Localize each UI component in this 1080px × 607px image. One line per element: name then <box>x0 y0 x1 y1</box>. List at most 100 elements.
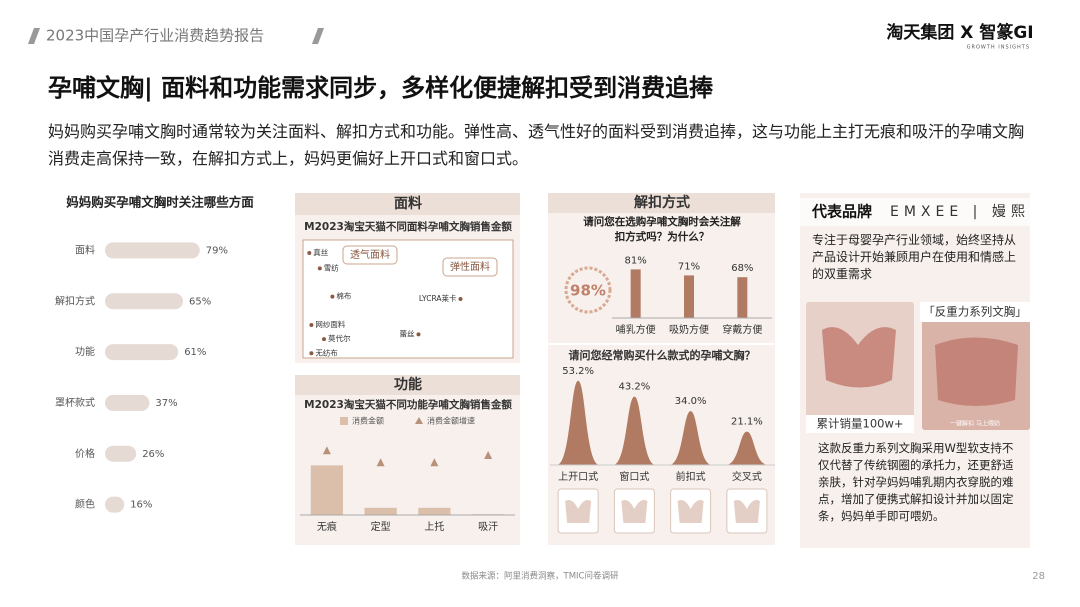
value-label: 21.1% <box>731 417 763 428</box>
marker <box>322 446 331 455</box>
point-label: LYCRA莱卡 <box>419 293 457 303</box>
panel-head <box>548 193 775 213</box>
bar <box>630 269 641 318</box>
value-label: 65% <box>189 296 211 307</box>
category-label: 穿戴方便 <box>722 323 762 336</box>
style-icon-shape <box>565 500 592 523</box>
brand-label: 代表品牌 <box>811 203 872 221</box>
point-label: 蕾丝 <box>400 328 415 338</box>
sales-caption: 累计销量100w+ <box>817 417 904 431</box>
legend-swatch <box>340 417 348 425</box>
point <box>330 294 335 299</box>
brand-name: EMXEE | 嫚熙 <box>890 204 1030 220</box>
brand-head <box>800 198 1030 226</box>
tag-caption: 一键解扣 马上喂奶 <box>950 420 1000 428</box>
category-label: 前扣式 <box>676 470 706 483</box>
style-icon-shape <box>621 500 648 523</box>
value-label: 37% <box>155 398 177 409</box>
panel-title: 面料 <box>394 195 422 212</box>
product-shape <box>822 327 896 388</box>
chart-title: M2023淘宝天猫不同功能孕哺文胸销售金额 <box>304 398 512 411</box>
category-label: 定型 <box>371 520 391 533</box>
value-label: 53.2% <box>562 366 594 377</box>
bar <box>105 242 200 259</box>
point <box>307 250 312 255</box>
value-label: 43.2% <box>618 382 650 393</box>
logo: 淘天集团 X 智篆GI <box>886 22 1033 43</box>
category-label: 上托 <box>424 520 444 533</box>
marker <box>430 458 439 467</box>
chart-title: 妈妈购买孕哺文胸时关注哪些方面 <box>66 195 254 210</box>
bell <box>613 396 656 465</box>
category-label: 交叉式 <box>732 470 762 483</box>
legend-label: 消费金额 <box>352 416 384 426</box>
bar <box>684 275 694 318</box>
value-label: 26% <box>142 449 164 460</box>
point-label: 网纱面料 <box>315 319 345 329</box>
annotation-box <box>342 245 398 265</box>
value-label: 61% <box>184 347 206 358</box>
value-label: 16% <box>130 500 152 511</box>
category-label: 面料 <box>75 243 95 256</box>
category-label: 哺乳方便 <box>616 323 656 336</box>
point <box>458 297 463 301</box>
brand-desc: 专注于母婴孕产行业领域，始终坚持从产品设计开始兼顾用户在使用和情感上的双重需求 <box>812 233 1017 281</box>
point <box>309 322 314 327</box>
bar <box>105 496 125 513</box>
panel <box>295 375 520 545</box>
slide-title: 孕哺文胸| 面料和功能需求同步，多样化便捷解扣受到消费追捧 <box>48 74 714 102</box>
category-label: 罩杯款式 <box>55 396 95 409</box>
source: 数据来源：阿里消费洞察，TMIC问卷调研 <box>462 571 619 582</box>
category-label: 颜色 <box>75 498 95 511</box>
page-number: 28 <box>1032 571 1045 582</box>
bar <box>310 465 343 515</box>
chart-title: 请问您经常购买什么款式的孕哺文胸？ <box>569 348 756 362</box>
value-label: 79% <box>206 245 228 256</box>
category-label: 吸汗 <box>478 520 498 533</box>
value-label: 71% <box>678 261 700 272</box>
style-icon-shape <box>733 500 760 523</box>
point <box>309 351 314 356</box>
caption-bg <box>806 415 914 433</box>
report-title: 2023中国孕产行业消费趋势报告 <box>46 27 264 45</box>
highlight: 98% <box>570 282 606 300</box>
bar <box>105 293 183 310</box>
product-caption: 「反重力系列文胸」 <box>923 305 1027 319</box>
slash <box>312 28 324 44</box>
point-label: 真丝 <box>313 247 328 257</box>
bell <box>725 431 769 465</box>
marker <box>376 458 385 467</box>
panel-head <box>295 193 520 215</box>
bar <box>418 507 451 515</box>
category-label: 无痕 <box>317 520 337 533</box>
marker <box>484 451 493 459</box>
category-label: 上开口式 <box>558 470 598 483</box>
chart-title: M2023淘宝天猫不同面料孕哺文胸销售金额 <box>304 220 512 233</box>
bar <box>105 445 137 462</box>
point-label: 棉布 <box>336 291 351 301</box>
brand-detail: 这款反重力系列文胸采用W型软支持不仅代替了传统钢圈的承托力，还更舒适亲肤，针对孕… <box>818 441 1014 523</box>
bar <box>105 394 150 411</box>
slash <box>28 28 40 44</box>
chart-title: 请问您在选购孕哺文胸时会关注解扣方式吗？为什么？ <box>583 216 741 243</box>
bar <box>105 344 179 361</box>
legend-label: 消费金额增速 <box>427 416 475 426</box>
product-shape <box>935 337 1018 406</box>
ring <box>564 266 612 314</box>
point <box>317 266 322 271</box>
logo-sub: GROWTH INSIGHTS <box>967 45 1030 51</box>
point <box>322 337 326 342</box>
category-label: 窗口式 <box>619 470 649 483</box>
style-icon-shape <box>677 500 704 523</box>
bar <box>364 507 397 515</box>
point <box>416 332 421 337</box>
point-label: 雪纺 <box>324 262 339 272</box>
panel-title: 解扣方式 <box>634 194 690 211</box>
bell <box>556 380 600 465</box>
point-label: 无纺布 <box>315 347 338 357</box>
annotation: 透气面料 <box>350 248 390 261</box>
intro: 妈妈购买孕哺文胸时通常较为关注面料、解扣方式和功能。弹性高、透气性好的面料受到消… <box>48 122 1025 168</box>
legend-swatch <box>415 417 423 424</box>
